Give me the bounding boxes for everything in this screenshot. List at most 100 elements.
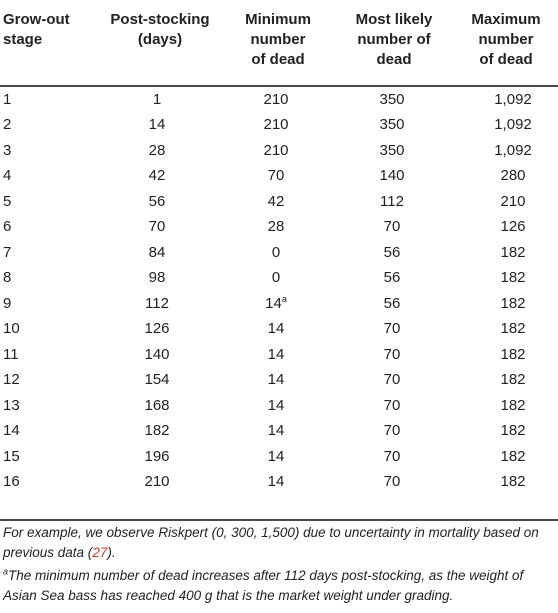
header-line: Minimum — [245, 11, 311, 28]
header-line: (days) — [137, 31, 183, 48]
cell-stage-value: 14 — [3, 422, 20, 440]
cell-most-likely: 56 — [334, 266, 454, 292]
cell-maximum-value: 182 — [500, 345, 526, 363]
cell-minimum: 0 — [222, 240, 334, 266]
reference-link[interactable]: 27 — [92, 545, 108, 560]
cell-maximum: 182 — [454, 470, 558, 496]
cell-minimum-value: 14 — [267, 447, 285, 465]
cell-minimum-value: 210 — [263, 90, 289, 108]
header-line: number — [478, 31, 534, 48]
cell-most-likely: 350 — [334, 138, 454, 164]
footnote-marker: a — [3, 566, 9, 577]
cell-stage-value: 3 — [3, 141, 12, 159]
table-row: 11 140 14 70 182 — [0, 342, 558, 368]
cell-most-likely: 350 — [334, 87, 454, 113]
cell-days-value: 42 — [148, 167, 166, 185]
header-most-likely-dead: Most likely number of dead — [334, 0, 454, 86]
header-line: Post-stocking — [110, 11, 210, 28]
cell-most-likely-value: 70 — [383, 371, 401, 389]
cell-minimum-value: 0 — [271, 243, 281, 261]
cell-most-likely-value: 70 — [383, 447, 401, 465]
cell-most-likely: 70 — [334, 419, 454, 445]
cell-days-value: 14 — [148, 116, 166, 134]
header-post-stocking-days: Post-stocking (days) — [98, 0, 222, 86]
cell-stage-value: 13 — [3, 396, 20, 414]
cell-days: 112 — [98, 291, 222, 317]
header-line: of dead — [251, 51, 305, 68]
cell-minimum-value: 14 — [267, 320, 285, 338]
cell-most-likely: 56 — [334, 240, 454, 266]
cell-days-value: 56 — [148, 192, 166, 210]
cell-maximum: 182 — [454, 342, 558, 368]
footnote-marker: a — [281, 293, 287, 304]
cell-days: 210 — [98, 470, 222, 496]
cell-days-value: 168 — [144, 396, 170, 414]
cell-days: 1 — [98, 87, 222, 113]
cell-minimum: 0 — [222, 266, 334, 292]
cell-stage: 10 — [0, 317, 98, 343]
cell-maximum: 280 — [454, 164, 558, 190]
cell-most-likely-value: 70 — [383, 396, 401, 414]
cell-minimum: 210 — [222, 113, 334, 139]
cell-most-likely-value: 70 — [383, 473, 401, 491]
cell-maximum: 1,092 — [454, 87, 558, 113]
table-header: Grow-out stage Post-stocking (days) Minimu… — [0, 0, 558, 88]
cell-most-likely-value: 350 — [379, 116, 405, 134]
cell-minimum-value: 14 — [267, 345, 285, 363]
cell-most-likely-value: 112 — [380, 192, 404, 210]
cell-minimum: 14 — [222, 393, 334, 419]
table-row: 7 84 0 56 182 — [0, 240, 558, 266]
table-row: 9 112 14a 56 182 — [0, 291, 558, 317]
header-line: Grow-out — [3, 11, 70, 28]
cell-maximum-value: 182 — [500, 243, 526, 261]
cell-minimum: 70 — [222, 164, 334, 190]
cell-days: 126 — [98, 317, 222, 343]
cell-stage-value: 6 — [3, 218, 12, 236]
cell-stage-value: 10 — [3, 320, 20, 338]
cell-minimum: 14 — [222, 368, 334, 394]
cell-maximum-value: 182 — [500, 371, 526, 389]
cell-minimum-value: 42 — [267, 192, 285, 210]
cell-stage: 5 — [0, 189, 98, 215]
cell-minimum: 210 — [222, 138, 334, 164]
table-footnotes: For example, we observe Riskpert (0, 300… — [3, 523, 555, 609]
footnote-example-text: For example, we observe Riskpert (0, 300… — [3, 525, 539, 560]
cell-days: 98 — [98, 266, 222, 292]
cell-most-likely: 140 — [334, 164, 454, 190]
cell-stage: 13 — [0, 393, 98, 419]
cell-minimum-value: 14 — [267, 473, 285, 491]
table-bottom-rule — [0, 519, 558, 521]
cell-maximum-value: 182 — [500, 269, 526, 287]
table-row: 10 126 14 70 182 — [0, 317, 558, 343]
cell-maximum-value: 280 — [500, 167, 526, 185]
cell-most-likely: 350 — [334, 113, 454, 139]
cell-most-likely: 70 — [334, 342, 454, 368]
footnote-example-end: ). — [107, 545, 116, 560]
header-line: Most likely — [355, 11, 433, 28]
cell-most-likely-value: 70 — [383, 320, 401, 338]
cell-most-likely-value: 56 — [383, 269, 401, 287]
cell-days-value: 154 — [144, 371, 170, 389]
table-row: 16 210 14 70 182 — [0, 470, 558, 496]
table-row: 2 14 210 350 1,092 — [0, 113, 558, 139]
cell-most-likely: 70 — [334, 470, 454, 496]
header-line: Maximum — [471, 11, 541, 28]
cell-days-value: 126 — [144, 320, 170, 338]
cell-stage-value: 1 — [3, 90, 12, 108]
cell-stage: 4 — [0, 164, 98, 190]
cell-days: 14 — [98, 113, 222, 139]
mortality-table: Grow-out stage Post-stocking (days) Minimu… — [0, 0, 558, 496]
cell-maximum: 1,092 — [454, 113, 558, 139]
header-line: number of — [357, 31, 431, 48]
cell-minimum-value: 28 — [267, 218, 285, 236]
cell-maximum: 182 — [454, 240, 558, 266]
cell-maximum-value: 210 — [500, 192, 526, 210]
cell-maximum: 182 — [454, 266, 558, 292]
cell-minimum: 14 — [222, 342, 334, 368]
cell-maximum-value: 182 — [500, 396, 526, 414]
cell-days-value: 140 — [144, 345, 170, 363]
cell-minimum-value: 14 — [267, 422, 285, 440]
header-grow-out-stage: Grow-out stage — [0, 0, 98, 86]
table-row: 5 56 42 112 210 — [0, 189, 558, 215]
